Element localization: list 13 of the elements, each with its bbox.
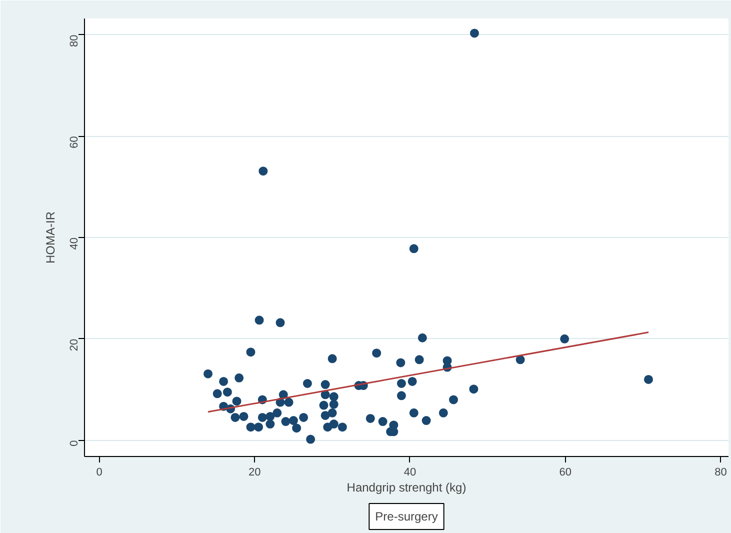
text: Pre-surgery — [375, 510, 438, 524]
x-tick-label: 60 — [559, 466, 572, 478]
y-tick-label: 80 — [68, 34, 80, 47]
x-tick-label: 80 — [714, 466, 727, 478]
x-tick-label: 0 — [96, 466, 102, 478]
y-tick-label: 60 — [68, 136, 80, 148]
y-axis-title: HOMA-IR — [44, 211, 58, 264]
y-tick-label: 0 — [68, 440, 80, 446]
y-tick-label: 40 — [68, 237, 80, 250]
y-tick-label: 20 — [68, 338, 80, 352]
x-tick-label: 40 — [404, 466, 416, 478]
x-axis-title: Handgrip strenght (kg) — [346, 480, 466, 494]
x-tick-label: 20 — [248, 466, 261, 478]
